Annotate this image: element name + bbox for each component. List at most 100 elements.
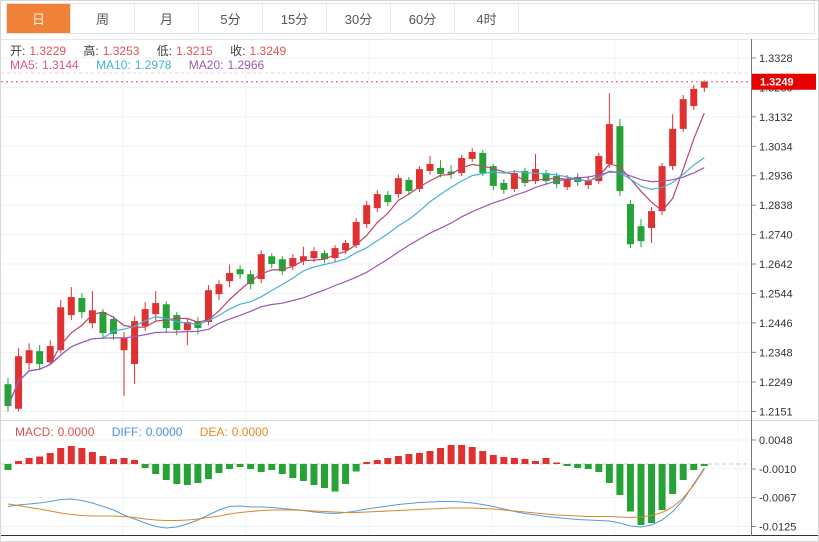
price-axis-label: 1.2446 [759,318,793,330]
candle-body [247,274,255,285]
macd-bar [152,464,160,474]
candle-body [173,315,181,331]
candle-body [500,182,508,190]
macd-bar [25,458,33,464]
gridlines [1,39,751,535]
macd-bar [331,464,339,492]
macd-bar [479,451,487,464]
macd-bar [637,464,645,525]
macd-bar [321,464,328,488]
macd-bar [584,464,592,469]
macd-bar [36,456,44,464]
macd-bar [532,461,539,464]
macd-bar [700,464,708,466]
macd-axis-label: -0.0067 [759,493,796,505]
candle-body [215,284,223,295]
macd-readout: MACD: 0.0000 DIFF: 0.0000 DEA: 0.0000 [15,425,282,439]
dea-label: DEA: [199,425,228,439]
candlestick-series [4,80,708,412]
macd-bar [595,464,603,472]
macd-bar [131,460,139,464]
macd-bar [658,464,666,510]
macd-bar [489,455,497,464]
candle-body [204,290,212,322]
current-price-badge-bg [752,73,816,90]
macd-bar [289,464,297,478]
tab-30min[interactable]: 30分 [327,4,391,33]
candle-body [384,194,392,203]
tab-day[interactable]: 日 [7,4,71,33]
candle-body [532,169,539,182]
price-axis-label: 1.2642 [759,259,793,271]
price-axis-label: 1.2249 [759,377,793,389]
ma-lines [7,112,705,407]
low-value: 1.3215 [176,44,213,58]
candle-body [679,99,687,129]
macd-bar [458,445,466,464]
macd-bar [510,458,518,464]
tabstrip-filler [519,4,814,33]
ma10-value: 1.2978 [134,58,172,72]
tab-week[interactable]: 周 [71,4,135,33]
macd-bar [363,462,371,464]
macd-bar [226,464,234,469]
tab-5min[interactable]: 5分 [199,4,263,33]
candle-body [352,221,360,246]
candle-body [690,88,698,107]
candle-body [88,310,96,324]
tab-4hour[interactable]: 4时 [455,4,519,33]
diff-value: 0.0000 [145,425,183,439]
candle-body [648,211,656,228]
candle-body [268,256,276,265]
macd-bar [162,464,170,480]
price-axis: 1.33281.32301.31321.30341.29361.28381.27… [751,53,793,419]
tab-15min[interactable]: 15分 [263,4,327,33]
candle-body [120,338,128,351]
candle-body [78,297,86,313]
price-axis-label: 1.3328 [759,53,793,65]
macd-bar [468,447,476,464]
candle-body [183,321,191,331]
candle-body [542,173,550,182]
candle-body [226,273,234,282]
high-value: 1.3253 [102,44,140,58]
macd-bar [352,464,360,472]
candle-body [658,166,666,212]
macd-bar [236,464,244,467]
candle-body [4,384,12,407]
candle-body [152,303,160,315]
candle-body [331,248,339,259]
macd-bar [120,458,128,464]
candle-body [521,170,529,183]
ma20-label: MA20: [188,58,224,72]
candle-body [553,176,561,185]
candle-body [437,167,445,174]
macd-histogram [4,445,708,525]
tab-60min[interactable]: 60分 [391,4,455,33]
tab-month[interactable]: 月 [135,4,199,33]
diff-label: DIFF: [111,425,142,439]
macd-bar [57,448,65,464]
close-label: 收: [230,44,246,58]
macd-axis: 0.0048 -0.0010 -0.0067 -0.0125 [751,435,796,534]
candle-body [415,169,423,189]
macd-bar [88,452,96,464]
timeframe-tabstrip: 日周月 5分 15分 30分 60分 4时 [6,3,815,34]
candle-body [489,166,497,186]
macd-bar [141,464,149,468]
macd-bar [437,448,445,464]
candle-body [394,178,402,195]
candle-body [310,251,318,259]
candle-body [110,318,117,335]
open-value: 1.3229 [29,44,67,58]
ma5-label: MA5: [10,58,39,72]
macd-bar [521,459,529,464]
candle-body [616,126,624,192]
macd-bar [257,464,265,472]
macd-value: 0.0000 [57,425,95,439]
macd-bar [46,453,54,464]
candle-body [46,346,54,363]
price-axis-label: 1.3034 [759,141,793,153]
candle-body [563,179,571,188]
